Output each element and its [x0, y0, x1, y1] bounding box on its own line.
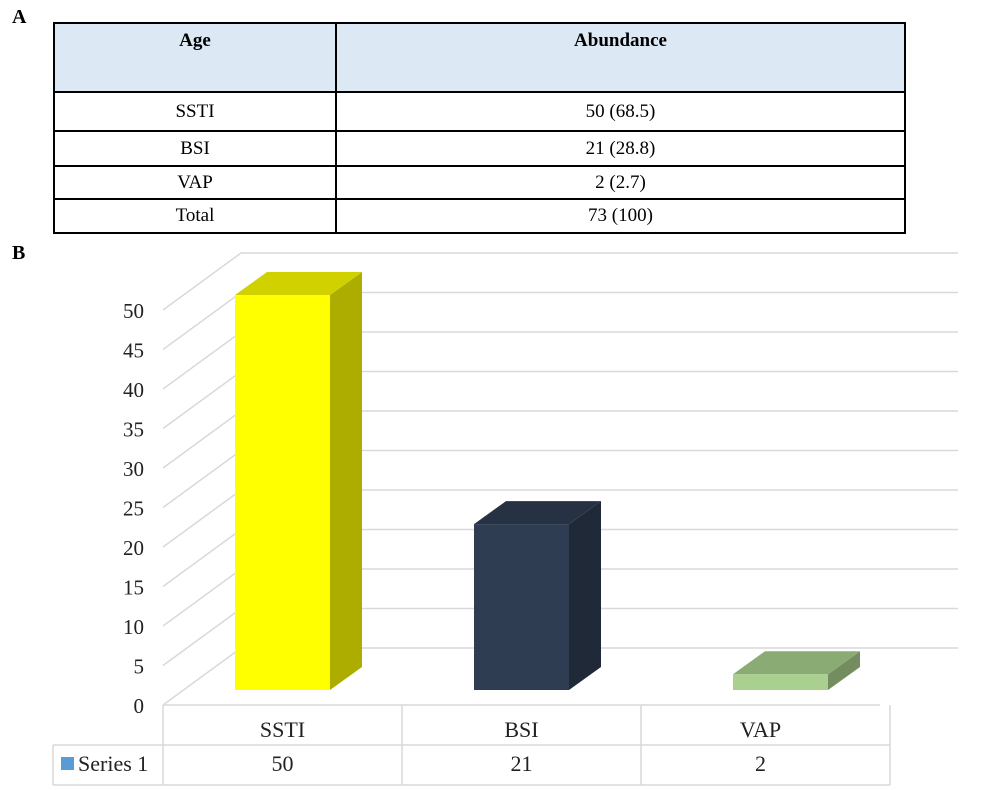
- table-cell-abundance: 21 (28.8): [335, 130, 906, 167]
- table-cell-age: VAP: [53, 165, 337, 200]
- table-row: VAP 2 (2.7): [53, 165, 906, 200]
- data-label: 50: [272, 751, 294, 776]
- table-cell-abundance: 50 (68.5): [335, 91, 906, 132]
- y-tick-label: 45: [123, 339, 144, 363]
- data-label: 2: [755, 751, 766, 776]
- y-tick-label: 50: [123, 299, 144, 323]
- y-tick-label: 5: [134, 655, 145, 679]
- table-cell-abundance: 73 (100): [335, 198, 906, 234]
- table-header-abundance: Abundance: [335, 22, 906, 93]
- bar-side: [569, 501, 601, 690]
- table-cell-age: SSTI: [53, 91, 337, 132]
- x-tick-label: BSI: [504, 717, 538, 742]
- abundance-table: Age Abundance SSTI 50 (68.5) BSI 21 (28.…: [53, 22, 906, 234]
- y-tick-label: 15: [123, 576, 144, 600]
- bar-side: [828, 651, 860, 690]
- panel-label-a: A: [12, 6, 27, 28]
- table-row: BSI 21 (28.8): [53, 130, 906, 167]
- bar-vap: [733, 674, 828, 690]
- bar-ssti: [235, 295, 330, 690]
- table-header-age: Age: [53, 22, 337, 93]
- bar-side: [330, 272, 362, 690]
- panel-label-b: B: [12, 242, 26, 264]
- table-header-row: Age Abundance: [53, 22, 906, 93]
- bar-top: [733, 651, 860, 675]
- gridline: [162, 252, 958, 311]
- y-tick-label: 20: [123, 536, 144, 560]
- bar-chart: 0 5 10 15 20 25 30 35 40 45 50 SSTI 50 BSI 21 VAP 2 Serie…: [52, 252, 958, 786]
- y-tick-label: 0: [134, 694, 145, 718]
- x-tick-label: VAP: [740, 717, 781, 742]
- table-cell-age: BSI: [53, 130, 337, 167]
- y-tick-label: 25: [123, 497, 144, 521]
- table-row: SSTI 50 (68.5): [53, 91, 906, 132]
- table-row: Total 73 (100): [53, 198, 906, 234]
- bar-bsi: [474, 524, 569, 690]
- table-cell-abundance: 2 (2.7): [335, 165, 906, 200]
- bar-top: [235, 272, 362, 295]
- data-label: 21: [511, 751, 533, 776]
- legend-swatch: [61, 757, 74, 770]
- y-tick-label: 10: [123, 615, 144, 639]
- table-cell-age: Total: [53, 198, 337, 234]
- y-tick-label: 40: [123, 378, 144, 402]
- legend-series-name: Series 1: [78, 751, 148, 776]
- x-tick-label: SSTI: [260, 717, 305, 742]
- bar-top: [474, 501, 601, 525]
- y-tick-label: 30: [123, 457, 144, 481]
- y-tick-label: 35: [123, 418, 144, 442]
